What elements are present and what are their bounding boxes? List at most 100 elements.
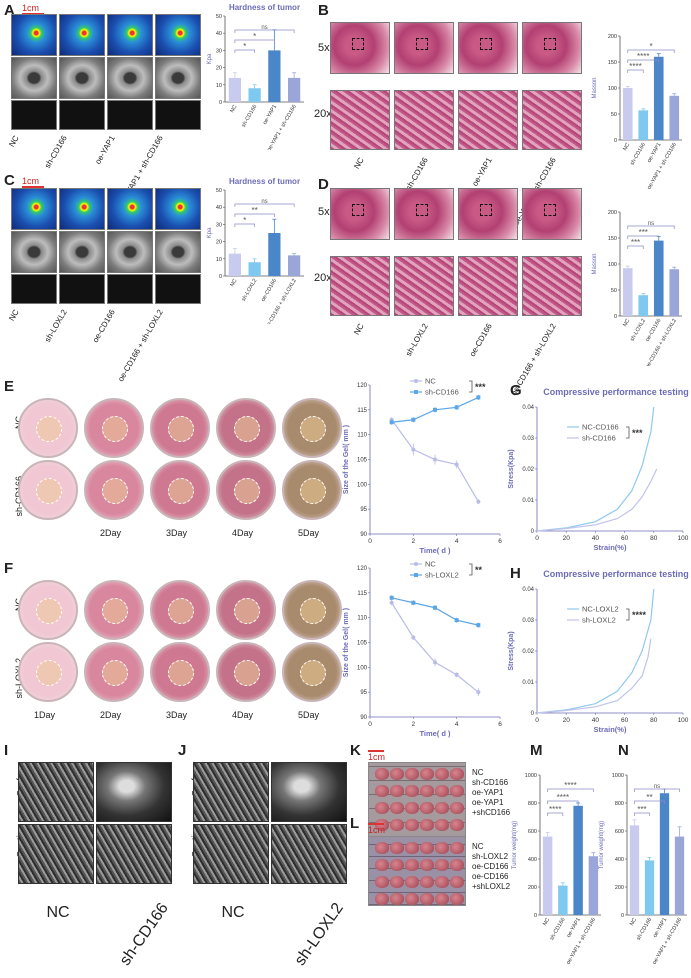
- significance-bracket: [627, 59, 660, 63]
- day-label: 3Day: [166, 528, 188, 538]
- significance-bracket: [547, 788, 594, 792]
- gel-dish: [84, 580, 144, 640]
- bar: [558, 885, 568, 915]
- elastography-image: [59, 14, 105, 56]
- tumor-sample: [405, 768, 419, 780]
- group-label: NC: [7, 308, 21, 323]
- he-20x-image: [522, 90, 582, 150]
- he-20x-image: [458, 90, 518, 150]
- tumor-sample: [390, 893, 404, 905]
- gel-dish: [216, 580, 276, 640]
- group-label: sh-CD166: [42, 134, 69, 170]
- significance-bracket: [627, 225, 675, 229]
- bar: [588, 856, 599, 915]
- legend-label: NC-LOXL2: [582, 605, 619, 614]
- scale-bar-line-l: [368, 823, 384, 825]
- x-tick-label: 40: [592, 717, 600, 724]
- bar: [674, 836, 685, 915]
- bar: [653, 56, 664, 140]
- zoom-box: [352, 204, 364, 216]
- y-axis-label: Masson: [592, 253, 598, 274]
- tumor-sample: [420, 768, 434, 780]
- y-tick-label: 0: [614, 138, 617, 144]
- ultrasound-image: [11, 231, 57, 273]
- gel-outline: [167, 415, 195, 443]
- tumor-sample: [405, 819, 419, 831]
- gel-outline: [299, 597, 327, 625]
- tumor-sample: [390, 859, 404, 871]
- tumor-sample: [435, 802, 449, 814]
- sem-image: [193, 824, 269, 884]
- zoom-box: [416, 38, 428, 50]
- tumor-row-label: +shLOXL2: [472, 882, 511, 891]
- elastography-image: [107, 188, 153, 230]
- y-tick-label: 100: [608, 262, 617, 268]
- he-20x-image: [394, 256, 454, 316]
- significance-bracket: [469, 563, 473, 576]
- significance-label: ***: [475, 382, 486, 392]
- day-label: 2Day: [100, 710, 122, 720]
- y-tick-label: 100: [357, 482, 368, 488]
- x-tick-label: 40: [592, 535, 600, 542]
- chart-title: Hardness of tumor: [229, 177, 300, 186]
- tumor-photo-k: [368, 762, 466, 838]
- tumor-sample: [375, 859, 389, 871]
- gel-dish: [282, 460, 342, 520]
- significance-label: *: [243, 216, 246, 225]
- x-tick-label: 0: [368, 538, 372, 545]
- gel-outline: [299, 659, 327, 687]
- legend-marker: [414, 390, 418, 394]
- y-tick-label: 10: [216, 83, 222, 89]
- significance-bracket: [627, 69, 644, 73]
- he-5x-image: [330, 22, 390, 74]
- significance-bracket: [627, 245, 644, 249]
- chart-title: Compressive performance testing: [543, 569, 689, 579]
- gel-outline: [35, 415, 63, 443]
- sem-image: [18, 824, 94, 884]
- bar: [288, 255, 301, 276]
- bar: [288, 77, 301, 102]
- significance-bracket: [627, 49, 675, 53]
- y-axis-label: Size of the Gel( mm ): [343, 608, 350, 677]
- tumor-sample: [375, 785, 389, 797]
- tumor-sample: [450, 876, 464, 888]
- group-label: oe-YAP1: [470, 156, 494, 188]
- tumor-sample: [435, 876, 449, 888]
- tumor-sample: [435, 768, 449, 780]
- day-label: 4Day: [232, 710, 254, 720]
- data-point: [433, 407, 437, 412]
- elastography-stats-image: [155, 274, 201, 304]
- x-axis-label: Time( d ): [419, 729, 451, 738]
- y-tick-label: 400: [615, 857, 624, 863]
- y-tick-label: 200: [608, 34, 617, 40]
- gel-outline: [299, 477, 327, 505]
- significance-label: ***: [632, 428, 643, 438]
- y-tick-label: 105: [357, 641, 368, 647]
- he-5x-image: [330, 188, 390, 240]
- tumor-sample: [420, 859, 434, 871]
- y-tick-label: 0.04: [522, 587, 534, 593]
- legend-label: NC: [425, 560, 436, 569]
- x-tick-label: 0: [368, 721, 372, 728]
- y-axis-label: Stress(Kpa): [508, 449, 515, 488]
- group-label: sh-LOXL2: [403, 322, 430, 358]
- x-tick-label: 80: [650, 535, 658, 542]
- panel-label-n: N: [618, 742, 629, 759]
- group-label: oe-CD166: [90, 308, 117, 345]
- legend-marker: [414, 379, 418, 383]
- y-tick-label: 800: [528, 801, 537, 807]
- tumor-row-label: +shCD166: [472, 808, 511, 817]
- x-tick-label: 100: [678, 535, 689, 542]
- y-tick-label: 0.04: [522, 405, 534, 411]
- significance-bracket: [234, 49, 255, 53]
- tumor-sample: [405, 802, 419, 814]
- group-label: NC: [352, 322, 366, 337]
- elastography-image: [11, 14, 57, 56]
- tumor-sample: [390, 819, 404, 831]
- x-tick-label: 2: [412, 538, 416, 545]
- y-tick-label: 40: [216, 205, 222, 211]
- tumor-row-label: NC: [472, 842, 484, 851]
- day-label: 5Day: [298, 710, 320, 720]
- zoom-box: [544, 38, 556, 50]
